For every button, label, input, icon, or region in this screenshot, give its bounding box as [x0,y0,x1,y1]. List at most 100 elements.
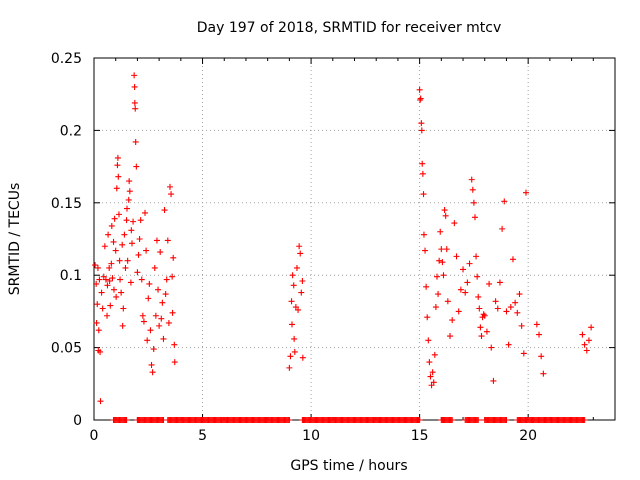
data-point [291,348,298,355]
tick-labels: 0 5 10 15 20 0 0.05 0.1 0.15 0.2 0.25 [51,51,537,444]
data-point [117,276,124,283]
data-point [171,359,178,366]
data-point [429,369,436,376]
data-point [455,308,462,315]
data-point [122,264,129,271]
data-point [499,225,506,232]
data-point [475,417,482,423]
data-point [131,72,138,79]
data-point [131,99,138,106]
data-point [420,191,427,198]
y-tick-label: 0.2 [60,123,82,139]
data-point [473,253,480,260]
x-tick-label: 15 [411,428,429,444]
data-point [436,257,443,264]
data-point [512,299,519,306]
data-point [475,293,482,300]
axis-ticks [93,57,615,421]
data-point [153,237,160,244]
data-point [106,277,113,284]
data-point [433,273,440,280]
data-point [110,286,117,293]
data-point [115,173,122,180]
data-point [128,240,135,247]
data-point [460,266,467,273]
data-point [462,289,469,296]
data-point [162,291,169,298]
data-point [468,176,475,183]
data-point [449,417,456,423]
y-tick-label: 0.05 [51,341,82,357]
data-point [416,86,423,93]
data-point [114,162,121,169]
data-point [418,127,425,134]
data-point [127,279,134,286]
data-point [507,304,514,311]
data-point [536,331,543,338]
data-point [111,215,118,222]
data-point [113,293,120,300]
data-point [125,196,132,203]
data-point [104,312,111,319]
y-tick-label: 0.1 [60,268,82,284]
chart-title: Day 197 of 2018, SRMTID for receiver mtc… [197,20,502,36]
data-point [95,327,102,334]
data-point [108,222,115,229]
data-point [494,305,501,312]
data-point [164,237,171,244]
data-point [438,246,445,253]
data-point [163,276,170,283]
data-point [158,315,165,322]
data-point [151,264,158,271]
data-point [132,105,139,112]
data-point [106,264,113,271]
data-point [422,247,429,254]
data-point [115,211,122,218]
data-point [509,256,516,263]
data-point [142,209,149,216]
data-point [112,247,119,254]
data-point [109,275,116,282]
data-point [289,272,296,279]
data-point [503,417,510,423]
data-point [518,322,525,329]
data-point [148,361,155,368]
data-point [423,283,430,290]
data-point [118,289,125,296]
data-point [490,377,497,384]
data-point [124,257,131,264]
data-point [449,317,456,324]
data-point [131,83,138,90]
data-point [501,198,508,205]
data-point [299,277,306,284]
data-point [170,254,177,261]
data-point [155,286,162,293]
data-point [299,354,306,361]
data-point [293,264,300,271]
data-point [581,341,588,348]
data-point [420,231,427,238]
x-tick-label: 20 [519,428,537,444]
y-tick-label: 0.15 [51,196,82,212]
data-point [116,257,123,264]
data-point [130,218,137,225]
data-point [150,346,157,353]
data-point [126,178,133,185]
data-point [169,309,176,316]
data-point [477,324,484,331]
data-point [441,207,448,214]
data-point [432,304,439,311]
data-point [492,298,499,305]
data-point [417,96,424,103]
data-point [427,373,434,380]
data-point [419,160,426,167]
data-point [444,298,451,305]
data-point [119,322,126,329]
data-point [480,311,487,318]
data-points [92,72,595,423]
data-point [169,273,176,280]
data-point [126,188,133,195]
data-point [585,337,592,344]
data-point [160,335,167,342]
